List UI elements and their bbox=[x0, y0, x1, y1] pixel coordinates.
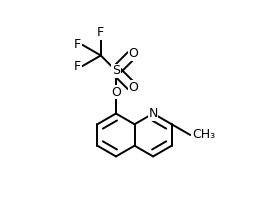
Text: O: O bbox=[111, 86, 121, 99]
Text: F: F bbox=[74, 60, 81, 73]
Text: F: F bbox=[97, 26, 104, 39]
Text: S: S bbox=[112, 64, 120, 77]
Text: CH₃: CH₃ bbox=[192, 128, 215, 141]
Text: N: N bbox=[148, 107, 158, 120]
Text: F: F bbox=[74, 38, 81, 51]
Text: CH₃: CH₃ bbox=[192, 128, 215, 141]
Text: O: O bbox=[129, 48, 138, 61]
Text: O: O bbox=[129, 81, 138, 94]
